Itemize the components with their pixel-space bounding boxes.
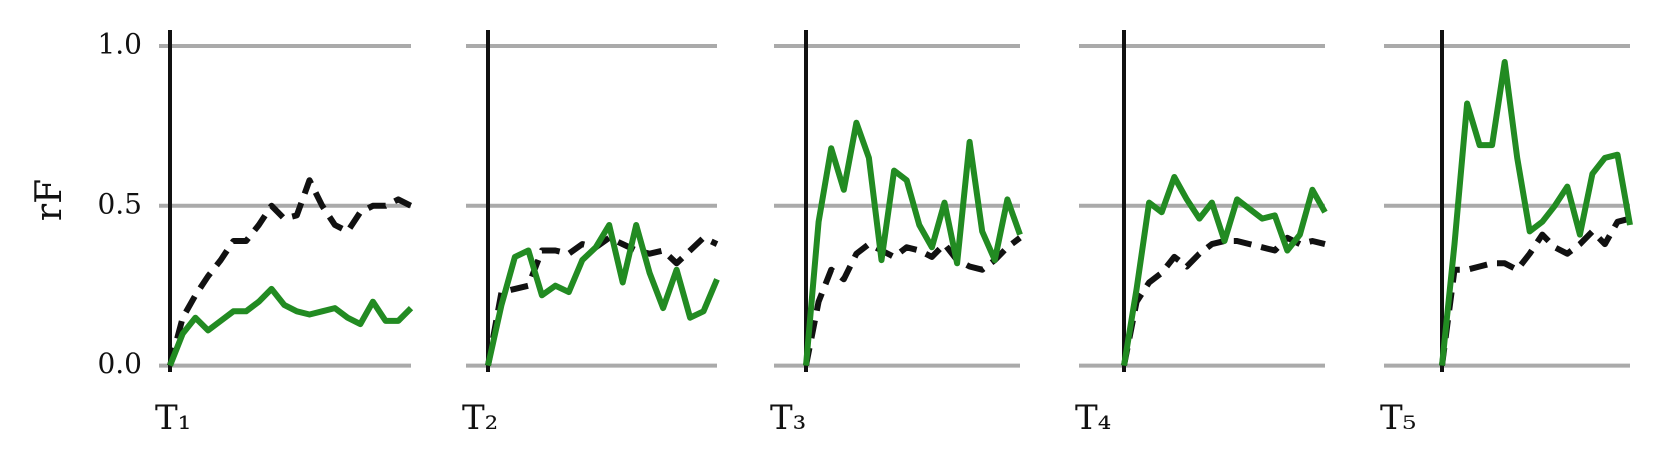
series-line — [1439, 59, 1633, 366]
y-tick-label: 1.0 — [97, 27, 142, 60]
series-line — [485, 222, 720, 367]
y-tick-label: 0.0 — [97, 347, 142, 380]
series-line — [167, 177, 413, 367]
series-line — [803, 119, 1023, 366]
series-line — [1121, 234, 1326, 367]
y-axis-label: rF — [29, 179, 70, 221]
y-tick-label: 0.5 — [97, 187, 142, 220]
panel-label: T₄ — [1075, 398, 1111, 438]
series-line — [1439, 215, 1631, 366]
series-line — [485, 234, 719, 367]
panel-label: T₅ — [1380, 398, 1416, 438]
series-line — [1121, 174, 1328, 367]
panel-label: T₃ — [770, 398, 806, 438]
series-line — [167, 285, 414, 367]
panel-label: T₂ — [462, 398, 498, 438]
panel-label: T₁ — [155, 398, 191, 438]
series-line — [803, 235, 1022, 367]
